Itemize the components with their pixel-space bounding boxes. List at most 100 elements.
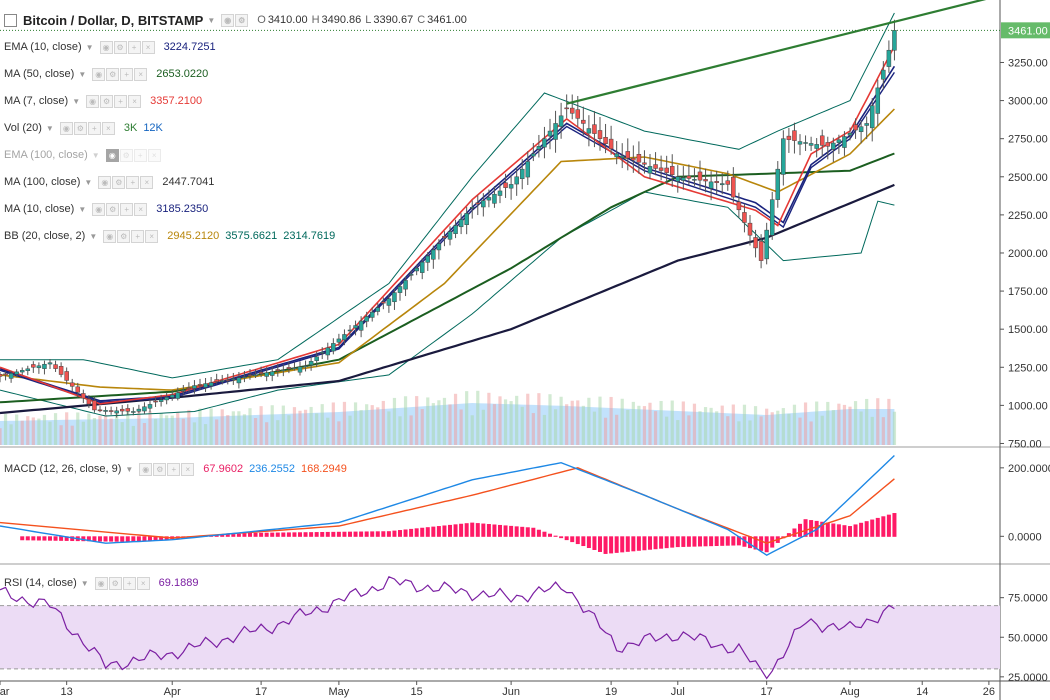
gear-icon[interactable]: ⚙: [235, 13, 249, 27]
candle-body: [214, 379, 219, 382]
macd-hist-bar: [253, 532, 258, 537]
macd-hist-bar: [314, 532, 319, 537]
macd-hist-bar: [220, 534, 225, 537]
close-icon[interactable]: ×: [141, 40, 155, 54]
add-icon[interactable]: +: [114, 94, 128, 108]
macd-hist-bar: [53, 536, 58, 541]
gear-icon[interactable]: ⚙: [112, 175, 126, 189]
gear-icon[interactable]: ⚙: [113, 40, 127, 54]
eye-icon[interactable]: ◉: [98, 175, 112, 189]
candle-body: [92, 400, 97, 411]
candle-body: [614, 153, 619, 158]
chevron-down-icon[interactable]: ▼: [45, 123, 54, 133]
candle-body: [769, 199, 775, 236]
candle-body: [264, 372, 269, 377]
close-icon[interactable]: ×: [136, 576, 150, 590]
gear-icon[interactable]: ⚙: [106, 202, 120, 216]
volume-bar: [748, 420, 752, 445]
eye-icon[interactable]: ◉: [99, 40, 113, 54]
add-icon[interactable]: +: [120, 67, 134, 81]
candle-body: [719, 183, 725, 186]
gear-icon[interactable]: ⚙: [117, 229, 131, 243]
candle-body: [581, 119, 586, 124]
volume-bar: [42, 414, 47, 445]
volume-bar: [809, 421, 813, 445]
close-icon[interactable]: ×: [134, 67, 148, 81]
volume-bar: [192, 422, 197, 445]
candle-body: [703, 179, 708, 182]
macd-hist-bar: [425, 527, 430, 537]
gear-icon[interactable]: ⚙: [100, 94, 114, 108]
add-icon[interactable]: +: [126, 175, 140, 189]
eye-icon[interactable]: ◉: [221, 13, 235, 27]
volume-bar: [787, 413, 791, 445]
volume-bar: [626, 409, 630, 445]
eye-icon[interactable]: ◉: [92, 67, 106, 81]
volume-bar: [487, 392, 491, 445]
close-icon[interactable]: ×: [181, 462, 195, 476]
gear-icon[interactable]: ⚙: [108, 576, 122, 590]
chevron-down-icon[interactable]: ▼: [78, 204, 87, 214]
chevron-down-icon[interactable]: ▼: [84, 177, 93, 187]
eye-icon[interactable]: ◉: [105, 148, 119, 162]
macd-hist-bar: [231, 534, 236, 537]
candle-body: [653, 164, 658, 169]
add-icon[interactable]: +: [167, 462, 181, 476]
close-icon[interactable]: ×: [140, 175, 154, 189]
eye-icon[interactable]: ◉: [59, 121, 73, 135]
close-icon[interactable]: ×: [128, 94, 142, 108]
collapse-icon[interactable]: [4, 13, 17, 27]
chevron-down-icon[interactable]: ▼: [91, 150, 100, 160]
candle-body: [886, 49, 892, 67]
eye-icon[interactable]: ◉: [94, 576, 108, 590]
indicator-buttons: ◉ ⚙ + ×: [92, 67, 148, 81]
chevron-down-icon[interactable]: ▼: [80, 578, 89, 588]
add-icon[interactable]: +: [131, 229, 145, 243]
add-icon[interactable]: +: [127, 40, 141, 54]
volume-bar: [865, 398, 869, 445]
series-line-ma-7-close-: [0, 45, 896, 405]
chevron-down-icon[interactable]: ▼: [72, 96, 81, 106]
candle-body: [325, 347, 331, 356]
macd-hist-bar: [514, 526, 519, 537]
gear-icon[interactable]: ⚙: [119, 148, 133, 162]
chevron-down-icon[interactable]: ▼: [89, 231, 98, 241]
volume-bar: [398, 416, 402, 445]
indicator-row: MA (50, close) ▼ ◉ ⚙ + × 2653.0220: [4, 65, 214, 83]
close-icon[interactable]: ×: [145, 229, 159, 243]
gear-icon[interactable]: ⚙: [73, 121, 87, 135]
macd-hist-bar: [670, 536, 675, 548]
add-icon[interactable]: +: [120, 202, 134, 216]
chevron-down-icon[interactable]: ▼: [85, 42, 94, 52]
volume-bar: [498, 396, 502, 445]
gear-icon[interactable]: ⚙: [106, 67, 120, 81]
candle-body: [392, 292, 397, 303]
add-icon[interactable]: +: [122, 576, 136, 590]
candle-body: [86, 398, 92, 405]
close-icon[interactable]: ×: [147, 148, 161, 162]
chevron-down-icon[interactable]: ▼: [207, 15, 216, 25]
add-icon[interactable]: +: [133, 148, 147, 162]
macd-hist-bar: [70, 536, 75, 542]
gear-icon[interactable]: ⚙: [153, 462, 167, 476]
eye-icon[interactable]: ◉: [86, 94, 100, 108]
eye-icon[interactable]: ◉: [103, 229, 117, 243]
volume-bar: [287, 415, 291, 445]
volume-bar: [598, 396, 602, 445]
macd-legend: MACD (12, 26, close, 9) ▼ ◉ ⚙ + × 67.960…: [4, 460, 353, 478]
macd-value: 236.2552: [249, 463, 295, 475]
candle-body: [819, 135, 825, 146]
indicator-value: 2653.0220: [156, 68, 209, 80]
candle-body: [869, 105, 875, 129]
indicator-buttons: ◉ ⚙ + ×: [103, 229, 159, 243]
close-icon[interactable]: ×: [134, 202, 148, 216]
candle-body: [336, 338, 342, 343]
eye-icon[interactable]: ◉: [92, 202, 106, 216]
volume-bar: [431, 403, 435, 445]
chevron-down-icon[interactable]: ▼: [78, 69, 87, 79]
add-icon[interactable]: +: [87, 121, 101, 135]
close-icon[interactable]: ×: [101, 121, 115, 135]
chevron-down-icon[interactable]: ▼: [125, 464, 134, 474]
eye-icon[interactable]: ◉: [139, 462, 153, 476]
